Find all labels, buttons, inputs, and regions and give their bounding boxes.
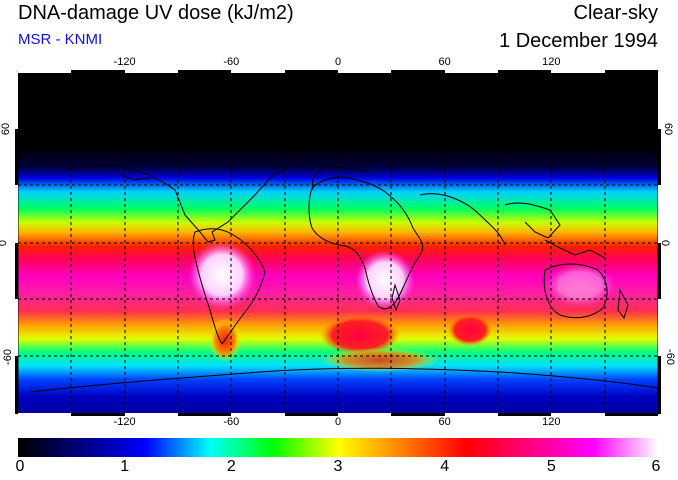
map-frame [15, 70, 661, 416]
longitude-tick-label: -60 [223, 56, 240, 68]
south-america-max [188, 241, 256, 309]
indian-ocean-spot [448, 314, 492, 346]
latitude-tick-label-left: 0 [0, 240, 9, 246]
australia-high [544, 263, 616, 307]
south-atlantic-high [320, 315, 400, 355]
latitude-tick-label-right: 60 [662, 122, 675, 136]
longitude-tick-label: -120 [113, 56, 136, 68]
map-title: DNA-damage UV dose (kJ/m2) [18, 2, 294, 24]
longitude-tick-label: 120 [542, 416, 561, 428]
colorbar-tick-label: 1 [120, 458, 130, 475]
longitude-tick-label: 120 [542, 56, 561, 68]
longitude-tick-label: 0 [334, 56, 342, 68]
southern-ocean-orange [320, 348, 440, 372]
latitude-tick-label-left: 60 [0, 122, 13, 136]
longitude-tick-label: 60 [438, 56, 451, 68]
date-label: 1 December 1994 [499, 30, 658, 52]
southern-africa-max [355, 250, 415, 310]
colorbar-tick-label: 0 [15, 458, 25, 475]
latitude-tick-label-left: -60 [1, 349, 14, 365]
colorbar-tick-label: 5 [546, 458, 556, 475]
latitude-tick-label-right: 0 [659, 239, 672, 247]
longitude-tick-label: -60 [223, 416, 240, 428]
credit-label: MSR - KNMI [18, 31, 103, 48]
colorbar-tick-label: 3 [333, 458, 343, 475]
colorbar-tick-label: 2 [226, 458, 236, 475]
graticule [18, 72, 658, 414]
sky-condition-label: Clear-sky [573, 2, 658, 24]
colorbar-tick-label: 6 [651, 458, 661, 475]
longitude-tick-label: 60 [438, 416, 451, 428]
longitude-tick-label: 0 [334, 416, 342, 428]
latitude-tick-label-right: -60 [663, 349, 676, 365]
colorbar-tick-label: 4 [440, 458, 450, 475]
longitude-tick-label: -120 [113, 416, 136, 428]
coastlines [29, 149, 659, 393]
colorbar [18, 438, 658, 457]
